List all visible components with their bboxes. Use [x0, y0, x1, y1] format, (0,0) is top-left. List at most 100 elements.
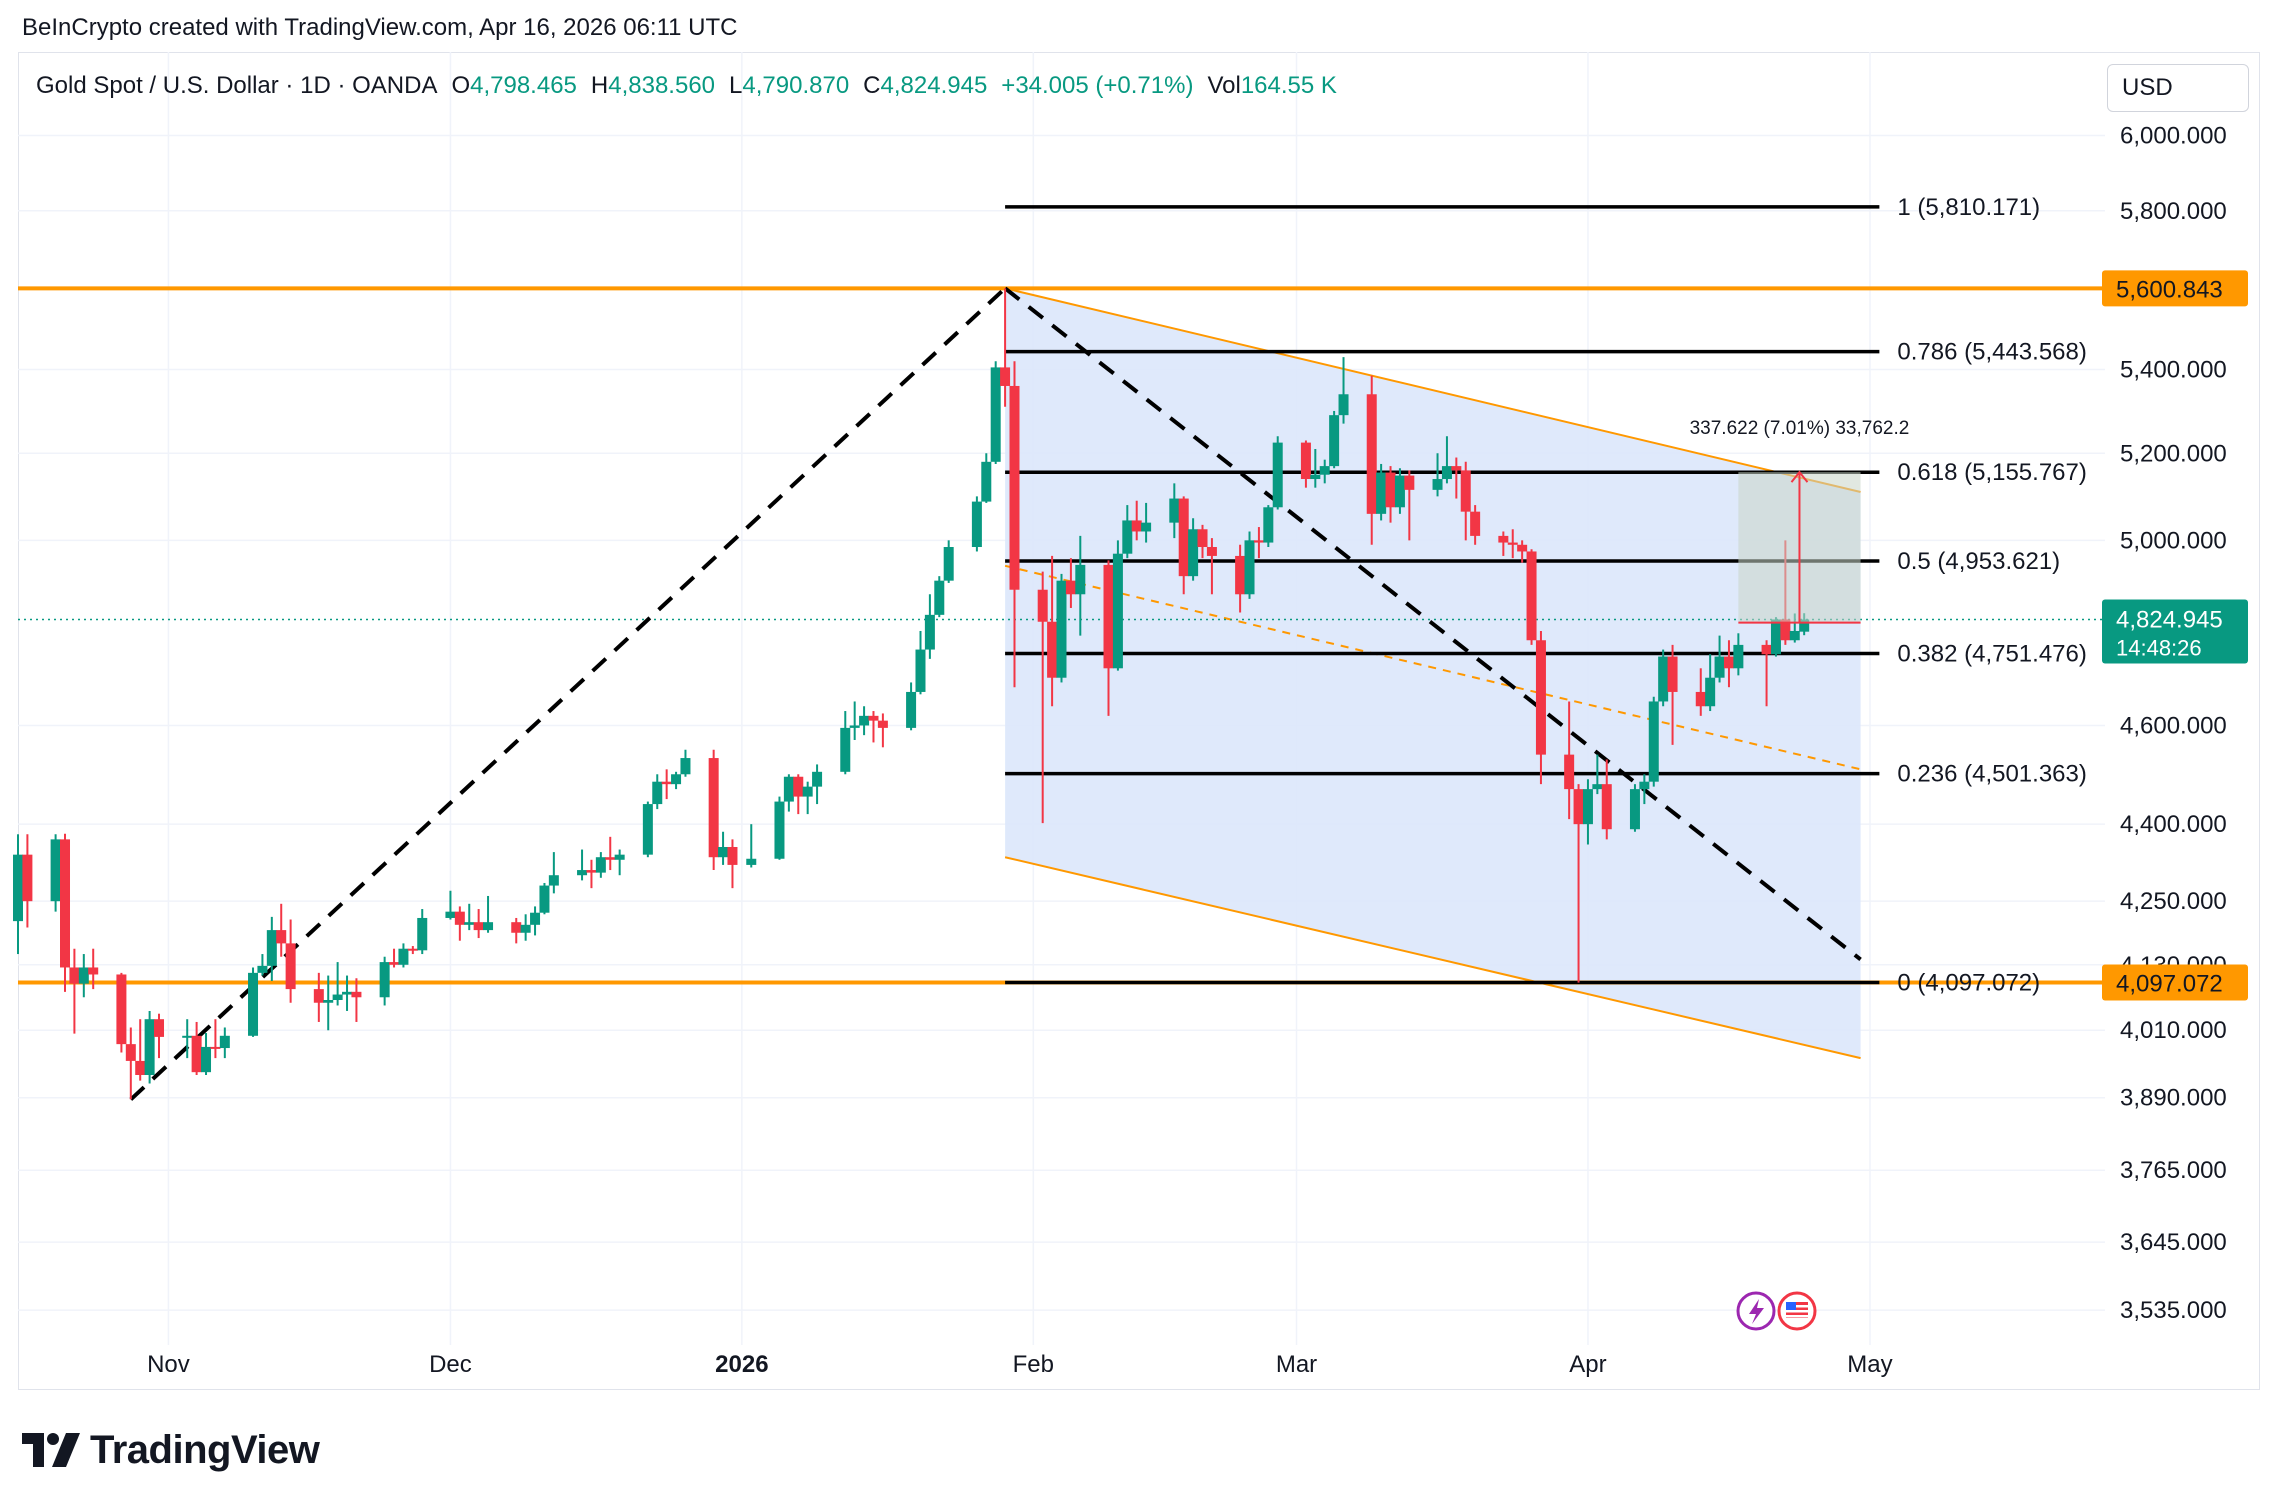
candle-up[interactable] [530, 906, 541, 936]
candle-up[interactable] [1319, 459, 1330, 484]
candle-up[interactable] [915, 630, 926, 695]
candle-down[interactable] [1366, 375, 1377, 545]
candle-up[interactable] [379, 956, 390, 1006]
candle-up[interactable] [266, 916, 277, 981]
candle-down[interactable] [1253, 527, 1264, 559]
candle-up[interactable] [464, 903, 475, 931]
candle-up[interactable] [342, 975, 353, 1011]
candle-up[interactable] [1263, 505, 1274, 548]
candle-down[interactable] [1178, 496, 1189, 595]
level-price-tag[interactable] [2102, 964, 2248, 1001]
candle-down[interactable] [454, 906, 465, 941]
candle-down[interactable] [877, 713, 888, 748]
candle-up[interactable] [1770, 617, 1781, 657]
candle-down[interactable] [351, 978, 362, 1022]
tradingview-logo[interactable]: TradingView [22, 1424, 320, 1476]
candle-up[interactable] [1272, 436, 1283, 510]
candle-down[interactable] [586, 859, 597, 889]
candle-up[interactable] [1441, 436, 1452, 484]
candle-up[interactable] [398, 943, 409, 968]
candle-up[interactable] [971, 496, 982, 552]
candle-down[interactable] [116, 972, 127, 1053]
candle-down[interactable] [1300, 440, 1311, 488]
candle-up[interactable] [1582, 779, 1593, 845]
candle-down[interactable] [69, 948, 80, 1034]
candle-up[interactable] [201, 1033, 212, 1075]
candle-up[interactable] [859, 706, 870, 736]
candle-down[interactable] [191, 1021, 202, 1075]
last-price-tag[interactable] [2102, 599, 2248, 664]
candle-up[interactable] [248, 967, 259, 1037]
candle-down[interactable] [1009, 361, 1020, 688]
candle-up[interactable] [981, 453, 992, 503]
candle-up[interactable] [614, 849, 625, 876]
candle-down[interactable] [868, 711, 879, 743]
candle-down[interactable] [511, 917, 522, 944]
candle-up[interactable] [1376, 463, 1387, 521]
candle-up[interactable] [1432, 453, 1443, 497]
candle-up[interactable] [783, 774, 794, 812]
candle-up[interactable] [802, 781, 813, 815]
candle-up[interactable] [1169, 483, 1180, 539]
candle-down[interactable] [1385, 466, 1396, 523]
candle-up[interactable] [746, 824, 757, 868]
candle-up[interactable] [1639, 774, 1650, 805]
candle-up[interactable] [595, 852, 606, 878]
candle-up[interactable] [257, 954, 268, 976]
candle-up[interactable] [182, 1019, 193, 1059]
candle-down[interactable] [125, 1027, 136, 1100]
candle-down[interactable] [727, 839, 738, 889]
candle-up[interactable] [1714, 635, 1725, 683]
candle-down[interactable] [1206, 538, 1217, 595]
candle-down[interactable] [1460, 461, 1471, 541]
candle-down[interactable] [793, 774, 804, 815]
candle-up[interactable] [332, 962, 343, 1006]
candle-up[interactable] [1075, 535, 1086, 636]
candle-down[interactable] [1037, 571, 1048, 824]
candle-down[interactable] [1723, 640, 1734, 688]
candle-up[interactable] [718, 831, 729, 865]
candle-down[interactable] [285, 919, 296, 1003]
candle-up[interactable] [943, 540, 954, 583]
candle-down[interactable] [1535, 630, 1546, 785]
candle-down[interactable] [389, 948, 400, 968]
candle-up[interactable] [1733, 633, 1744, 676]
currency-button[interactable]: USD [2107, 64, 2249, 112]
candle-down[interactable] [1103, 560, 1114, 716]
candle-down[interactable] [1761, 640, 1772, 707]
level-price-tag[interactable] [2102, 270, 2248, 307]
candle-down[interactable] [1065, 558, 1076, 608]
candle-up[interactable] [50, 834, 61, 912]
candle-up[interactable] [1112, 540, 1123, 671]
candle-down[interactable] [1498, 531, 1509, 556]
candle-down[interactable] [1601, 759, 1612, 840]
candle-up[interactable] [539, 882, 550, 915]
candle-up[interactable] [1338, 357, 1349, 424]
candle-up[interactable] [1244, 531, 1255, 599]
candle-up[interactable] [652, 774, 663, 810]
candle-down[interactable] [1197, 524, 1208, 559]
candle-down[interactable] [1526, 549, 1537, 645]
candle-up[interactable] [680, 749, 691, 777]
candle-down[interactable] [1131, 500, 1142, 541]
candle-up[interactable] [1648, 696, 1659, 787]
candle-up[interactable] [812, 764, 823, 805]
candle-down[interactable] [605, 836, 616, 871]
candle-down[interactable] [1451, 457, 1462, 499]
candle-up[interactable] [1056, 573, 1067, 683]
candle-down[interactable] [1667, 644, 1678, 745]
candle-down[interactable] [1573, 784, 1584, 983]
candle-up[interactable] [1141, 502, 1152, 543]
candle-up[interactable] [1629, 784, 1640, 832]
candle-down[interactable] [313, 972, 324, 1022]
candle-down[interactable] [407, 946, 418, 955]
candle-up[interactable] [1592, 754, 1603, 795]
candle-down[interactable] [1047, 555, 1058, 707]
candle-down[interactable] [708, 749, 719, 871]
candle-up[interactable] [990, 361, 1001, 464]
candle-up[interactable] [849, 701, 860, 741]
candle-down[interactable] [1404, 470, 1415, 541]
candle-up[interactable] [520, 914, 531, 941]
candle-down[interactable] [1517, 540, 1528, 563]
